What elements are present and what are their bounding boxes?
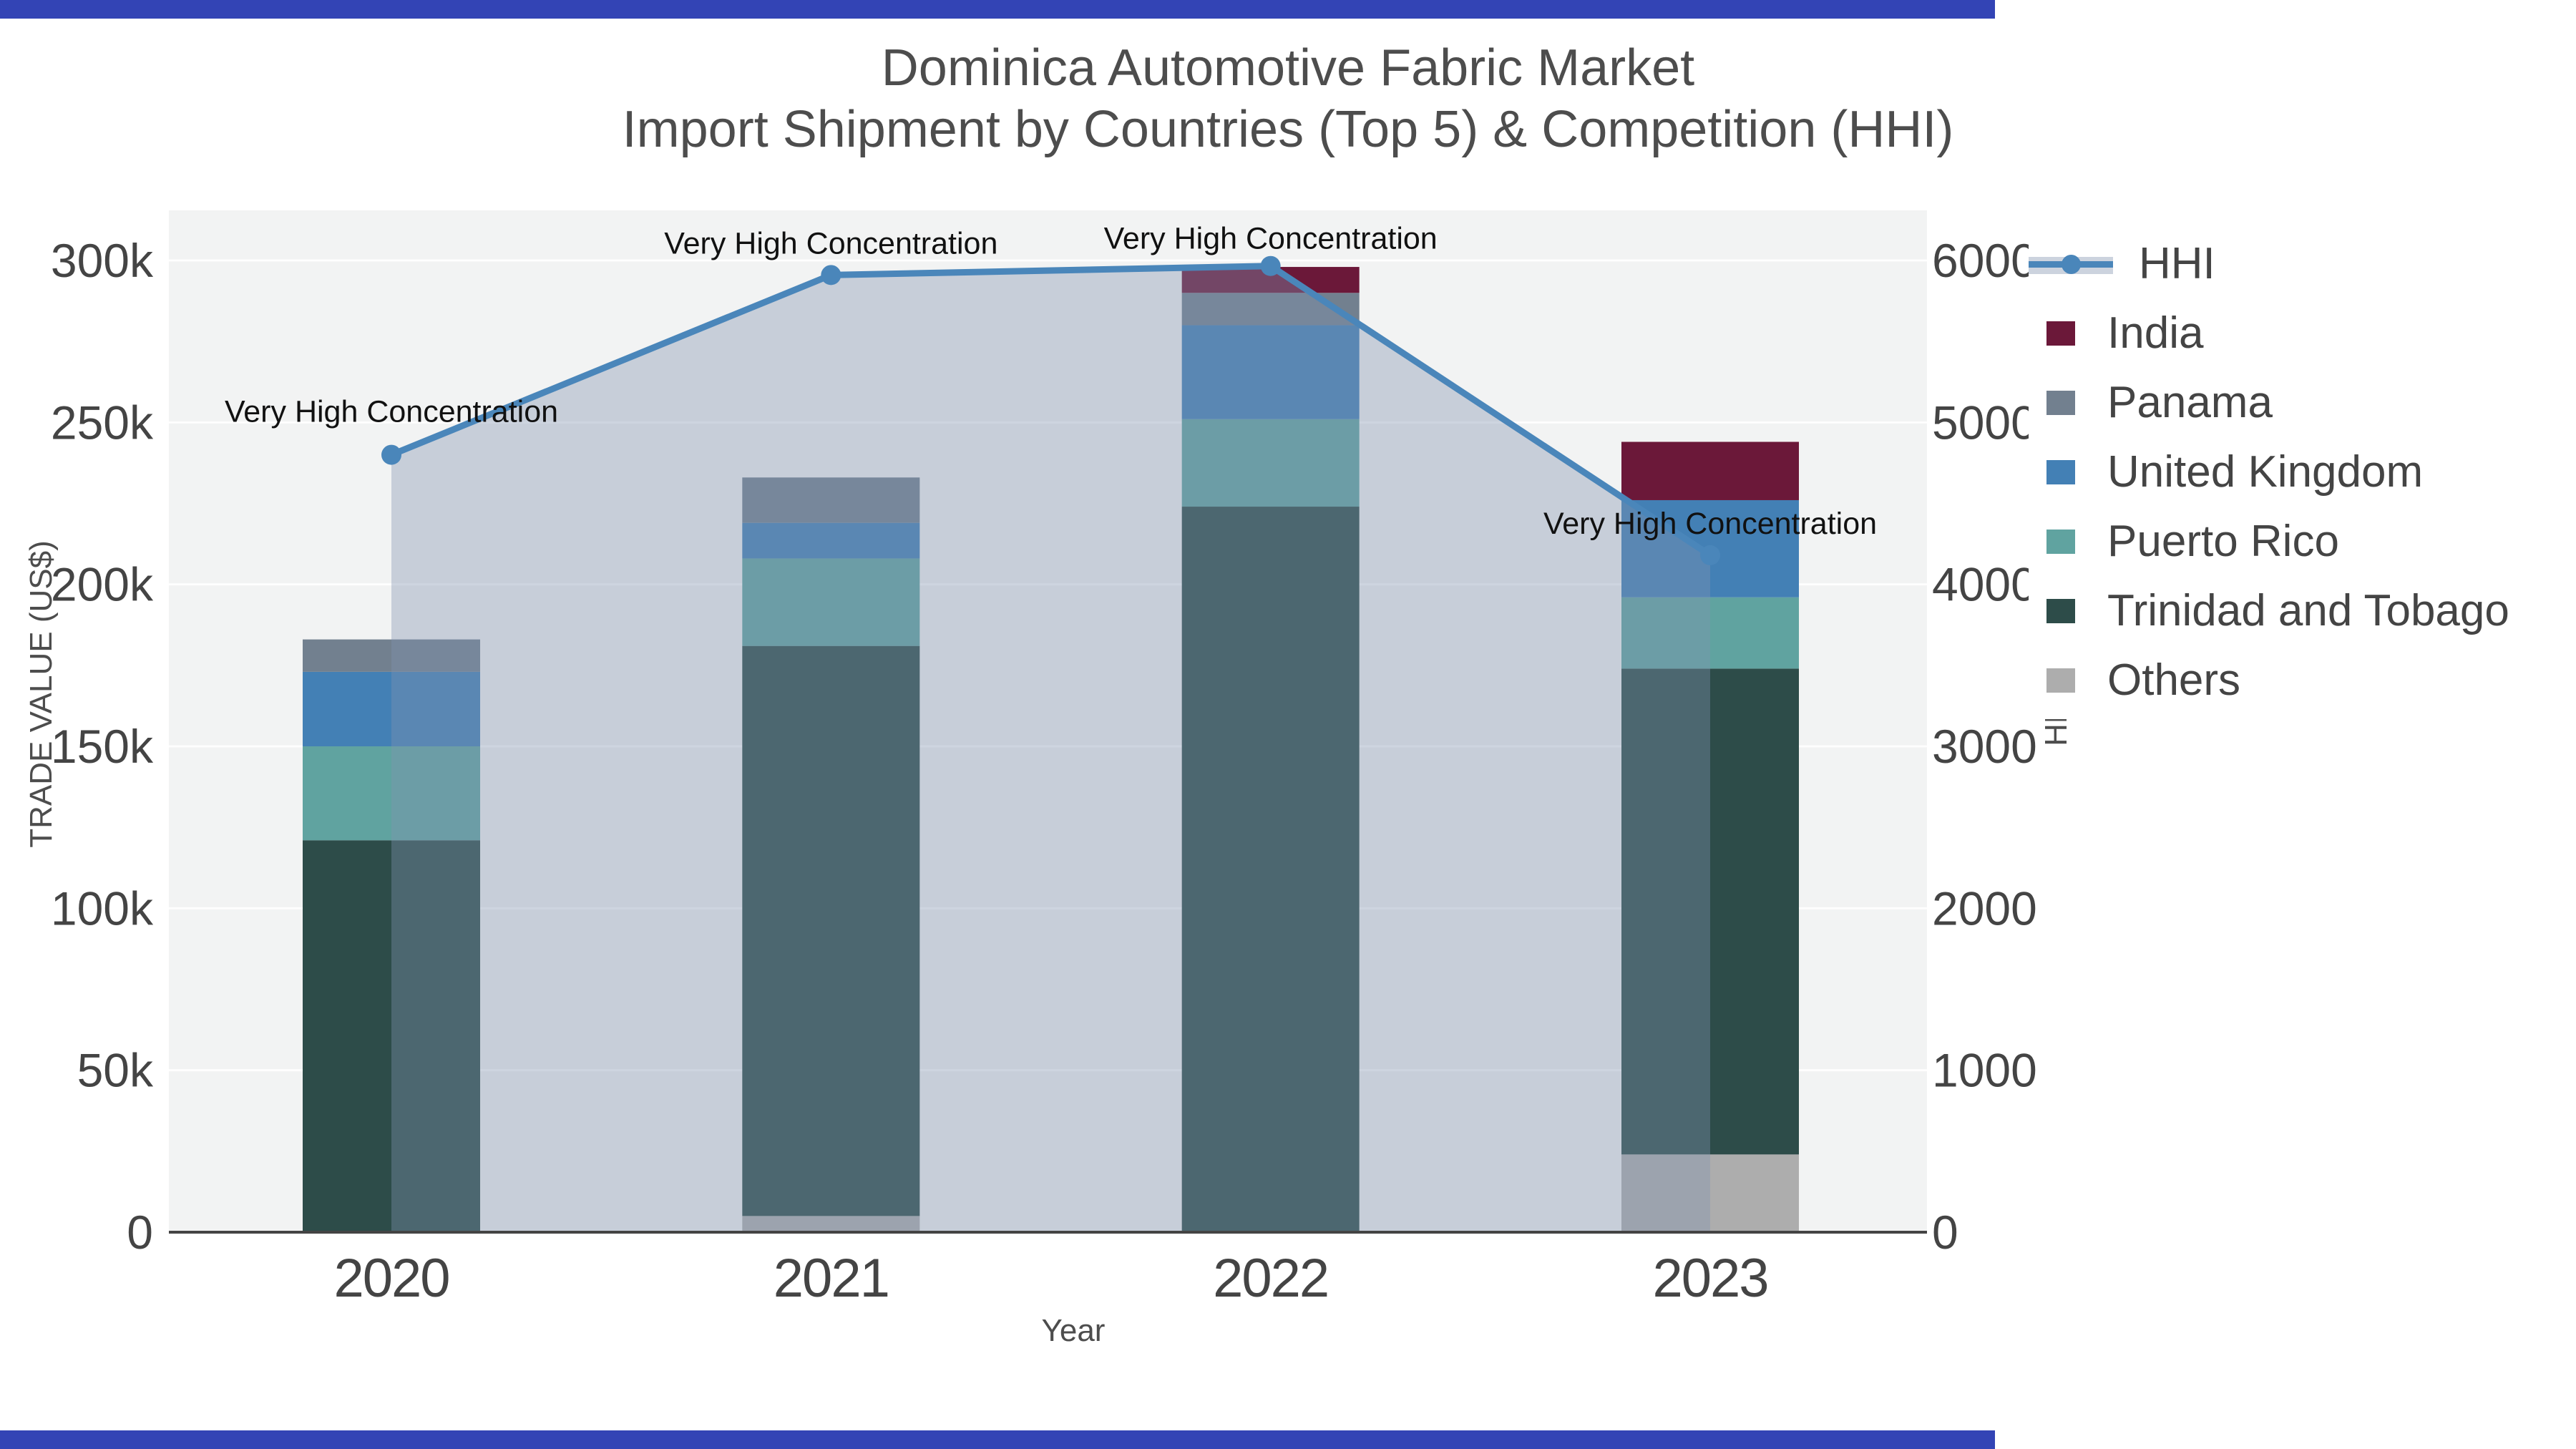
y-left-tick-label: 100k	[51, 882, 154, 935]
puerto-rico-swatch-icon	[2046, 529, 2075, 554]
x-axis-title: Year	[1041, 1313, 1106, 1348]
bar-segment-trinidad-and-tobago-2023[interactable]	[1621, 668, 1799, 1155]
annotation-2023: Very High Concentration	[1543, 507, 1877, 541]
chart-title: Dominica Automotive Fabric Market Import…	[0, 37, 2576, 161]
y-right-tick-label: 5000	[1932, 396, 2037, 449]
y-left-tick-label: 150k	[51, 720, 154, 773]
bar-segment-united-kingdom-2021[interactable]	[742, 522, 920, 559]
y-right-tick-label: 2000	[1932, 882, 2037, 935]
hhi-line	[388, 263, 1714, 559]
legend-label: Panama	[2107, 378, 2273, 427]
legend-label: India	[2107, 308, 2204, 358]
hhi-marker-2020[interactable]	[381, 444, 401, 465]
legend-label: HHI	[2139, 239, 2215, 288]
y-right-tick-label: 0	[1932, 1206, 1958, 1259]
y-right-tick-label: 6000	[1932, 234, 2037, 287]
y-left-tick-label: 300k	[51, 234, 154, 287]
y-axis-left-title: TRADE VALUE (US$)	[24, 540, 59, 848]
bar-segment-panama-2022[interactable]	[1181, 293, 1360, 326]
legend-label: Others	[2107, 655, 2241, 705]
y-left-tick-label: 0	[127, 1206, 153, 1259]
bar-segment-panama-2021[interactable]	[742, 477, 920, 523]
hhi-line-symbol	[2029, 252, 2113, 276]
y-left-tick-label: 50k	[77, 1044, 154, 1097]
annotation-2021: Very High Concentration	[664, 226, 997, 260]
hhi-marker-2023[interactable]	[1699, 545, 1720, 565]
legend-label: Trinidad and Tobago	[2107, 586, 2509, 635]
legend-label: United Kingdom	[2107, 447, 2424, 497]
legend-label: Puerto Rico	[2107, 517, 2339, 566]
annotation-2020: Very High Concentration	[225, 395, 558, 429]
x-tick-label-2021: 2021	[774, 1248, 889, 1309]
bar-segment-others-2023[interactable]	[1621, 1154, 1799, 1232]
top-edge-bar	[0, 0, 1995, 19]
bar-segment-united-kingdom-2020[interactable]	[303, 671, 480, 746]
x-tick-label-2022: 2022	[1213, 1248, 1328, 1309]
legend-item-india[interactable]: India	[2029, 298, 2576, 368]
hhi-marker-2021[interactable]	[821, 265, 841, 286]
bottom-edge-bar	[0, 1430, 1995, 1449]
others-swatch-icon	[2046, 668, 2075, 693]
bar-segment-trinidad-and-tobago-2022[interactable]	[1181, 507, 1360, 1232]
y-right-tick-label: 3000	[1932, 720, 2037, 773]
bar-segment-puerto-rico-2021[interactable]	[742, 558, 920, 646]
bar-segment-puerto-rico-2022[interactable]	[1181, 419, 1360, 507]
x-tick-label-2023: 2023	[1652, 1248, 1767, 1309]
trinidad-and-tobago-swatch-icon	[2046, 598, 2075, 623]
bar-segment-united-kingdom-2022[interactable]	[1181, 325, 1360, 419]
bar-segment-trinidad-and-tobago-2020[interactable]	[303, 840, 480, 1232]
y-right-tick-label: 4000	[1932, 558, 2037, 611]
bar-segment-india-2023[interactable]	[1621, 441, 1799, 500]
chart-title-line1: Dominica Automotive Fabric Market	[881, 39, 1695, 97]
bar-segment-panama-2020[interactable]	[303, 639, 480, 672]
bar-segment-puerto-rico-2023[interactable]	[1621, 597, 1799, 669]
hhi-marker-2022[interactable]	[1260, 255, 1281, 276]
panama-swatch-icon	[2046, 390, 2075, 415]
legend-item-panama[interactable]: Panama	[2029, 368, 2576, 437]
x-tick-label-2020: 2020	[333, 1248, 449, 1309]
legend-item-trinidad-and-tobago[interactable]: Trinidad and Tobago	[2029, 576, 2576, 645]
legend-item-hhi[interactable]: HHI	[2029, 229, 2576, 298]
united-kingdom-swatch-icon	[2046, 459, 2075, 484]
y-left-tick-label: 250k	[51, 396, 154, 449]
bar-segment-others-2021[interactable]	[742, 1216, 920, 1232]
bar-segment-puerto-rico-2020[interactable]	[303, 746, 480, 841]
legend-item-others[interactable]: Others	[2029, 645, 2576, 715]
bar-segment-trinidad-and-tobago-2021[interactable]	[742, 645, 920, 1216]
legend-item-puerto-rico[interactable]: Puerto Rico	[2029, 507, 2576, 576]
y-left-tick-label: 200k	[51, 558, 154, 611]
hhi-area-fill	[391, 265, 1710, 1233]
y-right-tick-label: 1000	[1932, 1044, 2037, 1097]
india-swatch-icon	[2046, 321, 2075, 346]
legend: HHI India Panama United Kingdom Puerto R…	[2029, 229, 2576, 719]
chart-title-line2: Import Shipment by Countries (Top 5) & C…	[622, 101, 1954, 159]
legend-item-united-kingdom[interactable]: United Kingdom	[2029, 437, 2576, 507]
annotation-2022: Very High Concentration	[1104, 222, 1438, 256]
